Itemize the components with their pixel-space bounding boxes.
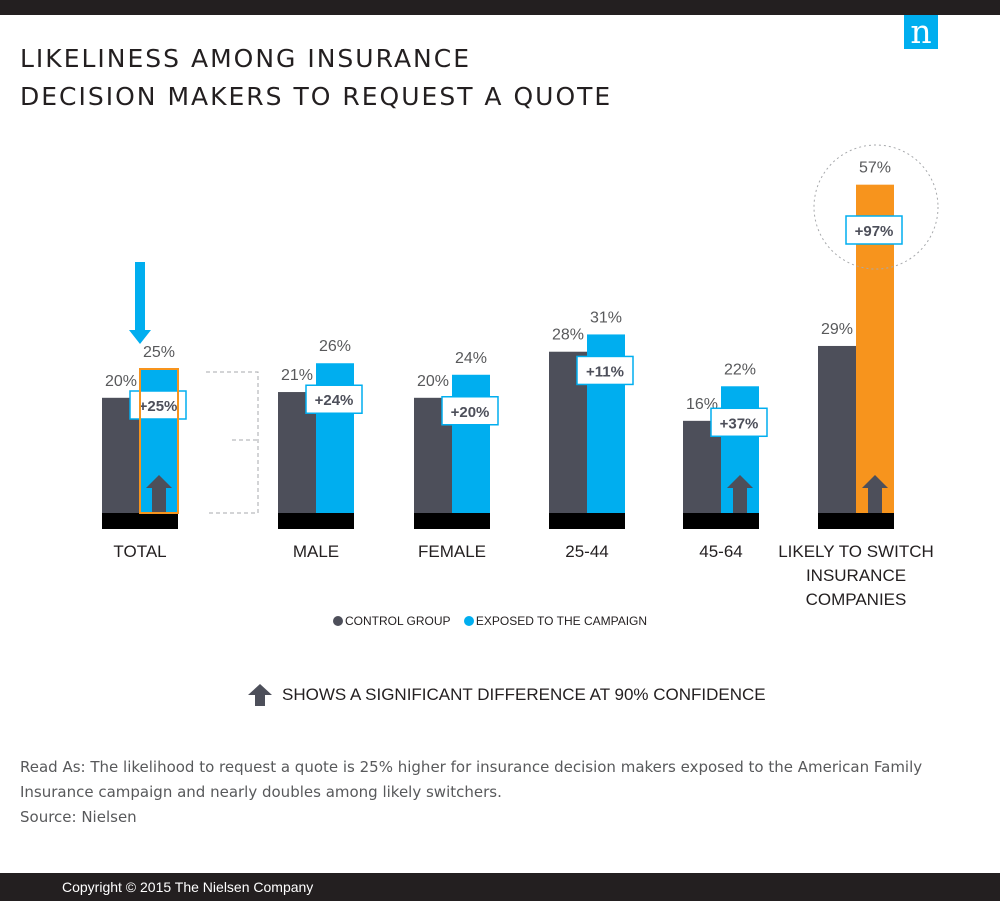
lift-badge-label: +25% — [139, 398, 178, 415]
value-label-control: 21% — [281, 367, 313, 384]
legend-item-control: CONTROL GROUP — [333, 614, 451, 628]
significance-arrow-icon — [146, 475, 172, 513]
significance-arrow-icon — [862, 475, 888, 513]
lift-badge — [845, 215, 903, 245]
value-label-exposed: 57% — [859, 160, 891, 177]
title-line-2: DECISION MAKERS TO REQUEST A QUOTE — [20, 82, 613, 111]
legend-dot-exposed — [463, 616, 474, 626]
up-arrow-icon — [248, 684, 272, 706]
bar-control — [818, 345, 856, 513]
title-line-1: LIKELINESS AMONG INSURANCE — [20, 44, 471, 73]
lift-badge — [305, 384, 363, 414]
significance-note: SHOWS A SIGNIFICANT DIFFERENCE AT 90% CO… — [248, 684, 766, 706]
bar-chart: 20% 25% +25% TOTAL 21% 26% +24% MALE 20% 24% +20% F… — [102, 144, 939, 609]
bar-base — [414, 513, 490, 529]
down-arrow-icon — [129, 330, 151, 344]
bar-base — [549, 513, 625, 529]
nielsen-logo: n — [904, 15, 938, 49]
category-label: 25-44 — [565, 542, 608, 561]
bar-base — [102, 513, 178, 529]
significance-arrow-icon — [727, 475, 753, 513]
category-label: 45-64 — [699, 542, 742, 561]
value-label-control: 28% — [552, 327, 584, 344]
source-line: Source: Nielsen — [20, 808, 137, 826]
category-label: TOTAL — [113, 542, 166, 561]
highlight-circle — [813, 144, 939, 270]
value-label-control: 29% — [821, 321, 853, 338]
value-label-exposed: 24% — [455, 350, 487, 367]
lift-badge-label: +11% — [586, 363, 624, 380]
chart-title: LIKELINESS AMONG INSURANCE DECISION MAKE… — [20, 40, 740, 116]
category-label: MALE — [293, 542, 339, 561]
legend-dot-control — [333, 616, 343, 626]
lift-badge-label: +37% — [720, 415, 759, 432]
bar-base — [278, 513, 354, 529]
value-label-exposed: 31% — [590, 309, 622, 326]
bar-base — [818, 513, 894, 529]
read-as-text: Read As: The likelihood to request a quo… — [20, 755, 980, 830]
bar-exposed — [452, 374, 490, 513]
significance-note-text: SHOWS A SIGNIFICANT DIFFERENCE AT 90% CO… — [282, 685, 766, 704]
total-highlight-outline — [139, 368, 179, 514]
legend: CONTROL GROUP EXPOSED TO THE CAMPAIGN — [333, 614, 657, 629]
category-label: FEMALE — [418, 542, 486, 561]
value-label-exposed: 22% — [724, 361, 756, 378]
down-arrow-shaft — [135, 262, 145, 332]
read-as-line-1: Read As: The likelihood to request a quo… — [20, 758, 923, 776]
legend-item-exposed: EXPOSED TO THE CAMPAIGN — [463, 614, 648, 628]
legend-label-control: CONTROL GROUP — [345, 614, 451, 628]
top-bar — [0, 0, 1000, 15]
dashed-bracket — [206, 371, 259, 514]
category-label: COMPANIES — [806, 590, 907, 609]
value-label-control: 20% — [417, 373, 449, 390]
lift-badge-label: +97% — [855, 223, 894, 240]
lift-badge-label: +24% — [315, 392, 354, 409]
footer-bar: Copyright © 2015 The Nielsen Company — [0, 873, 1000, 901]
value-label-control: 20% — [105, 373, 137, 390]
read-as-line-2: Insurance campaign and nearly doubles am… — [20, 783, 502, 801]
value-label-exposed: 25% — [143, 344, 175, 361]
copyright-text: Copyright © 2015 The Nielsen Company — [62, 879, 314, 895]
legend-label-exposed: EXPOSED TO THE CAMPAIGN — [475, 614, 648, 628]
value-label-exposed: 26% — [319, 338, 351, 355]
lift-badge — [576, 355, 634, 386]
value-label-control: 16% — [686, 396, 718, 413]
lift-badge — [441, 396, 499, 426]
category-label: INSURANCE — [806, 566, 906, 585]
lift-badge-label: +20% — [451, 404, 490, 421]
lift-badge — [710, 407, 768, 438]
category-label: LIKELY TO SWITCH — [778, 542, 934, 561]
bar-base — [683, 513, 759, 529]
